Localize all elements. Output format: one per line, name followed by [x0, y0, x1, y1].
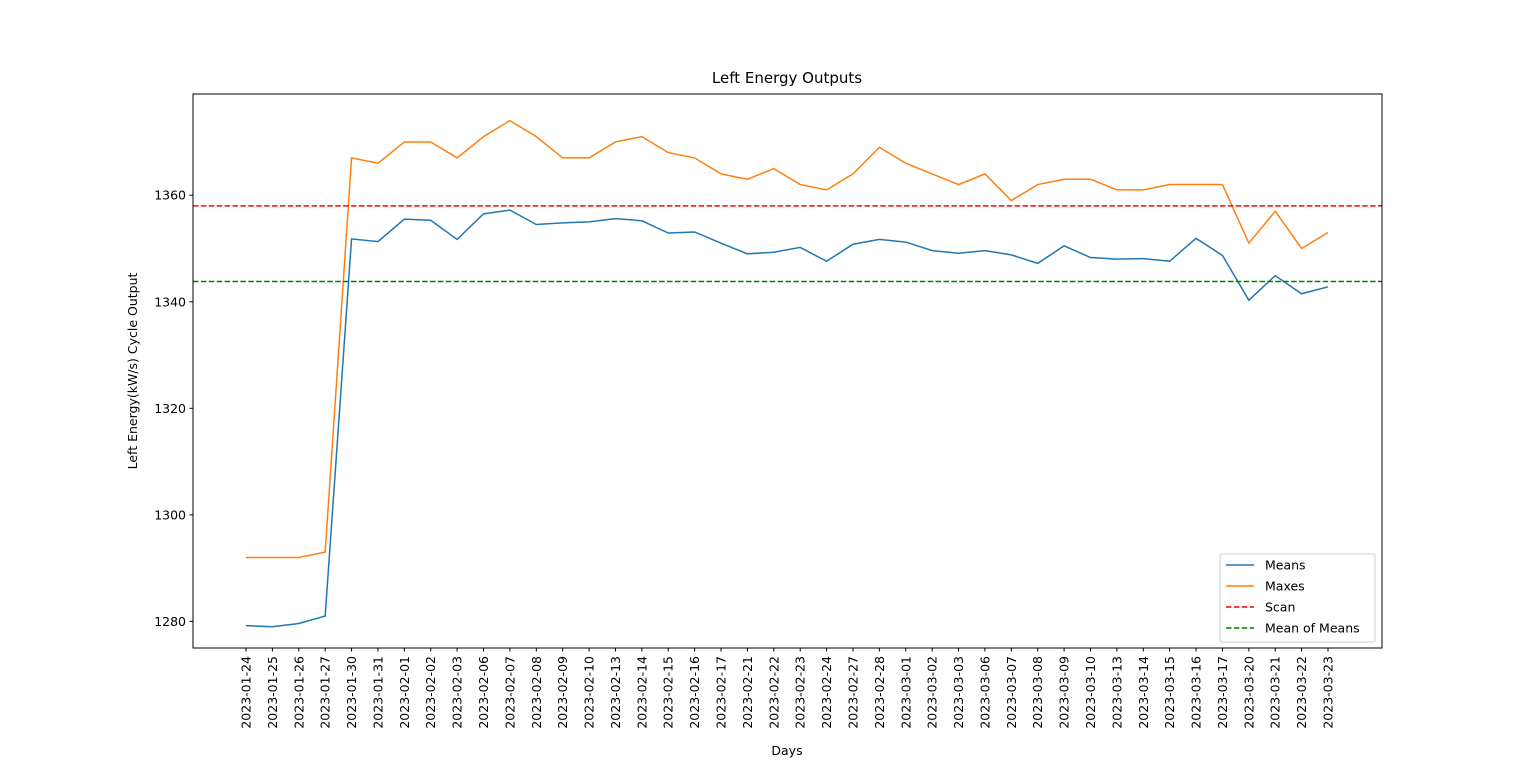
- y-tick-label: 1340: [154, 294, 186, 309]
- x-tick-label: 2023-02-28: [872, 656, 887, 729]
- x-tick-label: 2023-01-31: [370, 656, 385, 729]
- y-axis-label: Left Energy(kW/s) Cycle Output: [125, 272, 140, 469]
- x-tick-label: 2023-02-09: [555, 656, 570, 729]
- x-tick-label: 2023-02-13: [608, 656, 623, 729]
- x-tick-label: 2023-02-14: [634, 656, 649, 729]
- x-tick-label: 2023-03-13: [1109, 656, 1124, 729]
- x-tick-label: 2023-03-09: [1057, 656, 1072, 729]
- x-tick-label: 2023-02-08: [529, 656, 544, 729]
- y-tick-label: 1280: [154, 614, 186, 629]
- x-tick-label: 2023-03-06: [977, 656, 992, 729]
- plot-frame: [192, 93, 1383, 649]
- x-tick-label: 2023-01-24: [239, 656, 254, 729]
- x-tick-label: 2023-01-30: [344, 656, 359, 729]
- x-tick-label: 2023-03-20: [1241, 656, 1256, 729]
- x-tick-label: 2023-03-08: [1030, 656, 1045, 729]
- x-tick-label: 2023-01-27: [318, 656, 333, 729]
- x-tick-label: 2023-03-01: [898, 656, 913, 729]
- x-tick-label: 2023-02-02: [423, 656, 438, 729]
- x-tick-label: 2023-03-03: [951, 656, 966, 729]
- x-tick-label: 2023-02-06: [476, 656, 491, 729]
- x-tick-label: 2023-02-16: [687, 656, 702, 729]
- x-tick-label: 2023-02-17: [714, 656, 729, 729]
- x-tick-label: 2023-02-15: [661, 656, 676, 729]
- x-tick-label: 2023-03-14: [1136, 656, 1151, 729]
- x-tick-label: 2023-03-21: [1268, 656, 1283, 729]
- x-axis-label: Days: [771, 743, 802, 758]
- y-tick-label: 1360: [154, 188, 186, 203]
- x-tick-label: 2023-03-16: [1189, 656, 1204, 729]
- x-tick-label: 2023-02-10: [582, 656, 597, 729]
- x-tick-label: 2023-02-07: [502, 656, 517, 729]
- legend: Means Maxes Scan Mean of Means: [1219, 553, 1376, 643]
- x-tick-label: 2023-03-22: [1294, 656, 1309, 729]
- series-line-maxes: [246, 119, 1329, 559]
- x-tick-label: 2023-02-03: [450, 656, 465, 729]
- x-tick-label: 2023-03-23: [1321, 656, 1336, 729]
- legend-box: [1219, 553, 1376, 643]
- x-tick-label: 2023-01-25: [265, 656, 280, 729]
- x-tick-label: 2023-02-01: [397, 656, 412, 729]
- x-tick-label: 2023-02-24: [819, 656, 834, 729]
- x-tick-label: 2023-03-02: [925, 656, 940, 729]
- legend-label: Mean of Means: [1265, 621, 1360, 636]
- x-tick-label: 2023-03-07: [1004, 656, 1019, 729]
- x-tick-label: 2023-02-27: [845, 656, 860, 729]
- legend-label: Scan: [1265, 600, 1295, 615]
- series-line-means: [245, 209, 1329, 628]
- legend-label: Maxes: [1265, 579, 1305, 594]
- x-tick-label: 2023-02-23: [793, 656, 808, 729]
- x-axis: 2023-01-24 2023-01-25 2023-01-26 2023-01-27…: [239, 648, 1336, 729]
- plot-lines: [193, 119, 1382, 628]
- chart-title: Left Energy Outputs: [712, 69, 862, 87]
- x-tick-label: 2023-01-26: [291, 656, 306, 729]
- legend-label: Means: [1265, 558, 1306, 573]
- x-tick-label: 2023-02-21: [740, 656, 755, 729]
- x-tick-label: 2023-02-22: [766, 656, 781, 729]
- y-axis: 1280 1300 1320 1340 1360: [154, 188, 193, 629]
- x-tick-label: 2023-03-10: [1083, 656, 1098, 729]
- x-tick-label: 2023-03-17: [1215, 656, 1230, 729]
- y-tick-label: 1320: [154, 401, 186, 416]
- x-tick-label: 2023-03-15: [1162, 656, 1177, 729]
- y-tick-label: 1300: [154, 507, 186, 522]
